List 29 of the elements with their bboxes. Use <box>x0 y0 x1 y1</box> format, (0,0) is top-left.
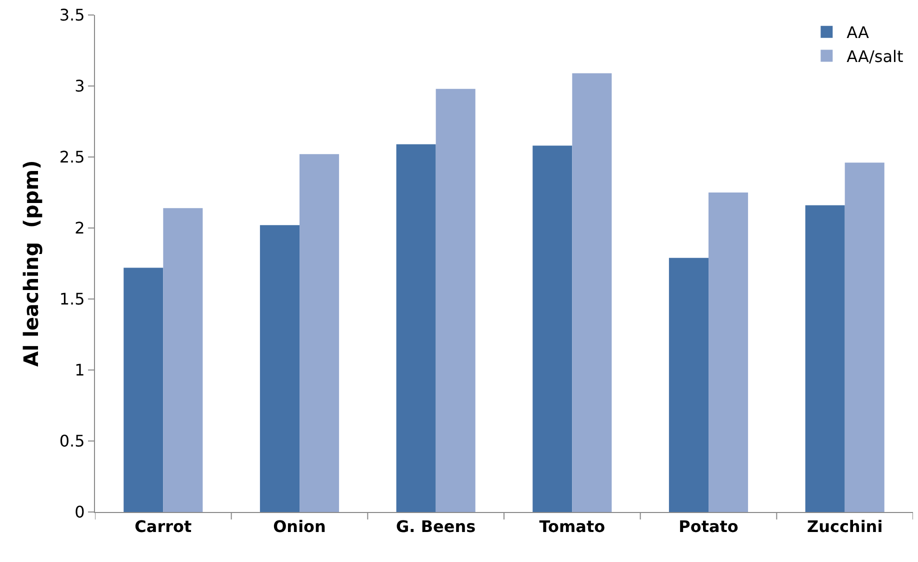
y-tick-label: 1.5 <box>59 290 85 309</box>
bar <box>532 146 572 512</box>
y-tick-label: 3.5 <box>59 6 85 25</box>
y-tick-label: 0.5 <box>59 432 85 451</box>
y-axis-title: Al leaching (ppm) <box>18 160 43 367</box>
bar <box>396 144 436 512</box>
y-tick-label: 1 <box>74 360 85 380</box>
x-tick-label: Zucchini <box>806 517 883 536</box>
legend-label: AA <box>846 23 870 42</box>
bar <box>163 208 203 512</box>
x-tick-label: Carrot <box>134 517 192 536</box>
legend-label: AA/salt <box>846 46 904 66</box>
bar <box>260 225 300 512</box>
x-tick-label: Potato <box>678 517 738 536</box>
y-tick-label: 3 <box>74 76 85 96</box>
x-tick-label: Tomato <box>539 517 606 536</box>
y-tick-label: 2 <box>74 218 85 238</box>
x-tick-label: G. Beens <box>396 517 476 536</box>
bar <box>844 162 884 512</box>
bar <box>436 88 476 512</box>
bar <box>668 258 708 512</box>
bar <box>805 205 845 512</box>
bar <box>300 154 340 512</box>
x-tick-label: Onion <box>273 517 326 536</box>
y-tick-label: 2.5 <box>59 148 85 167</box>
bar <box>572 73 612 512</box>
bar <box>708 192 748 512</box>
y-tick-label: 0 <box>74 502 85 522</box>
bar <box>124 268 164 512</box>
